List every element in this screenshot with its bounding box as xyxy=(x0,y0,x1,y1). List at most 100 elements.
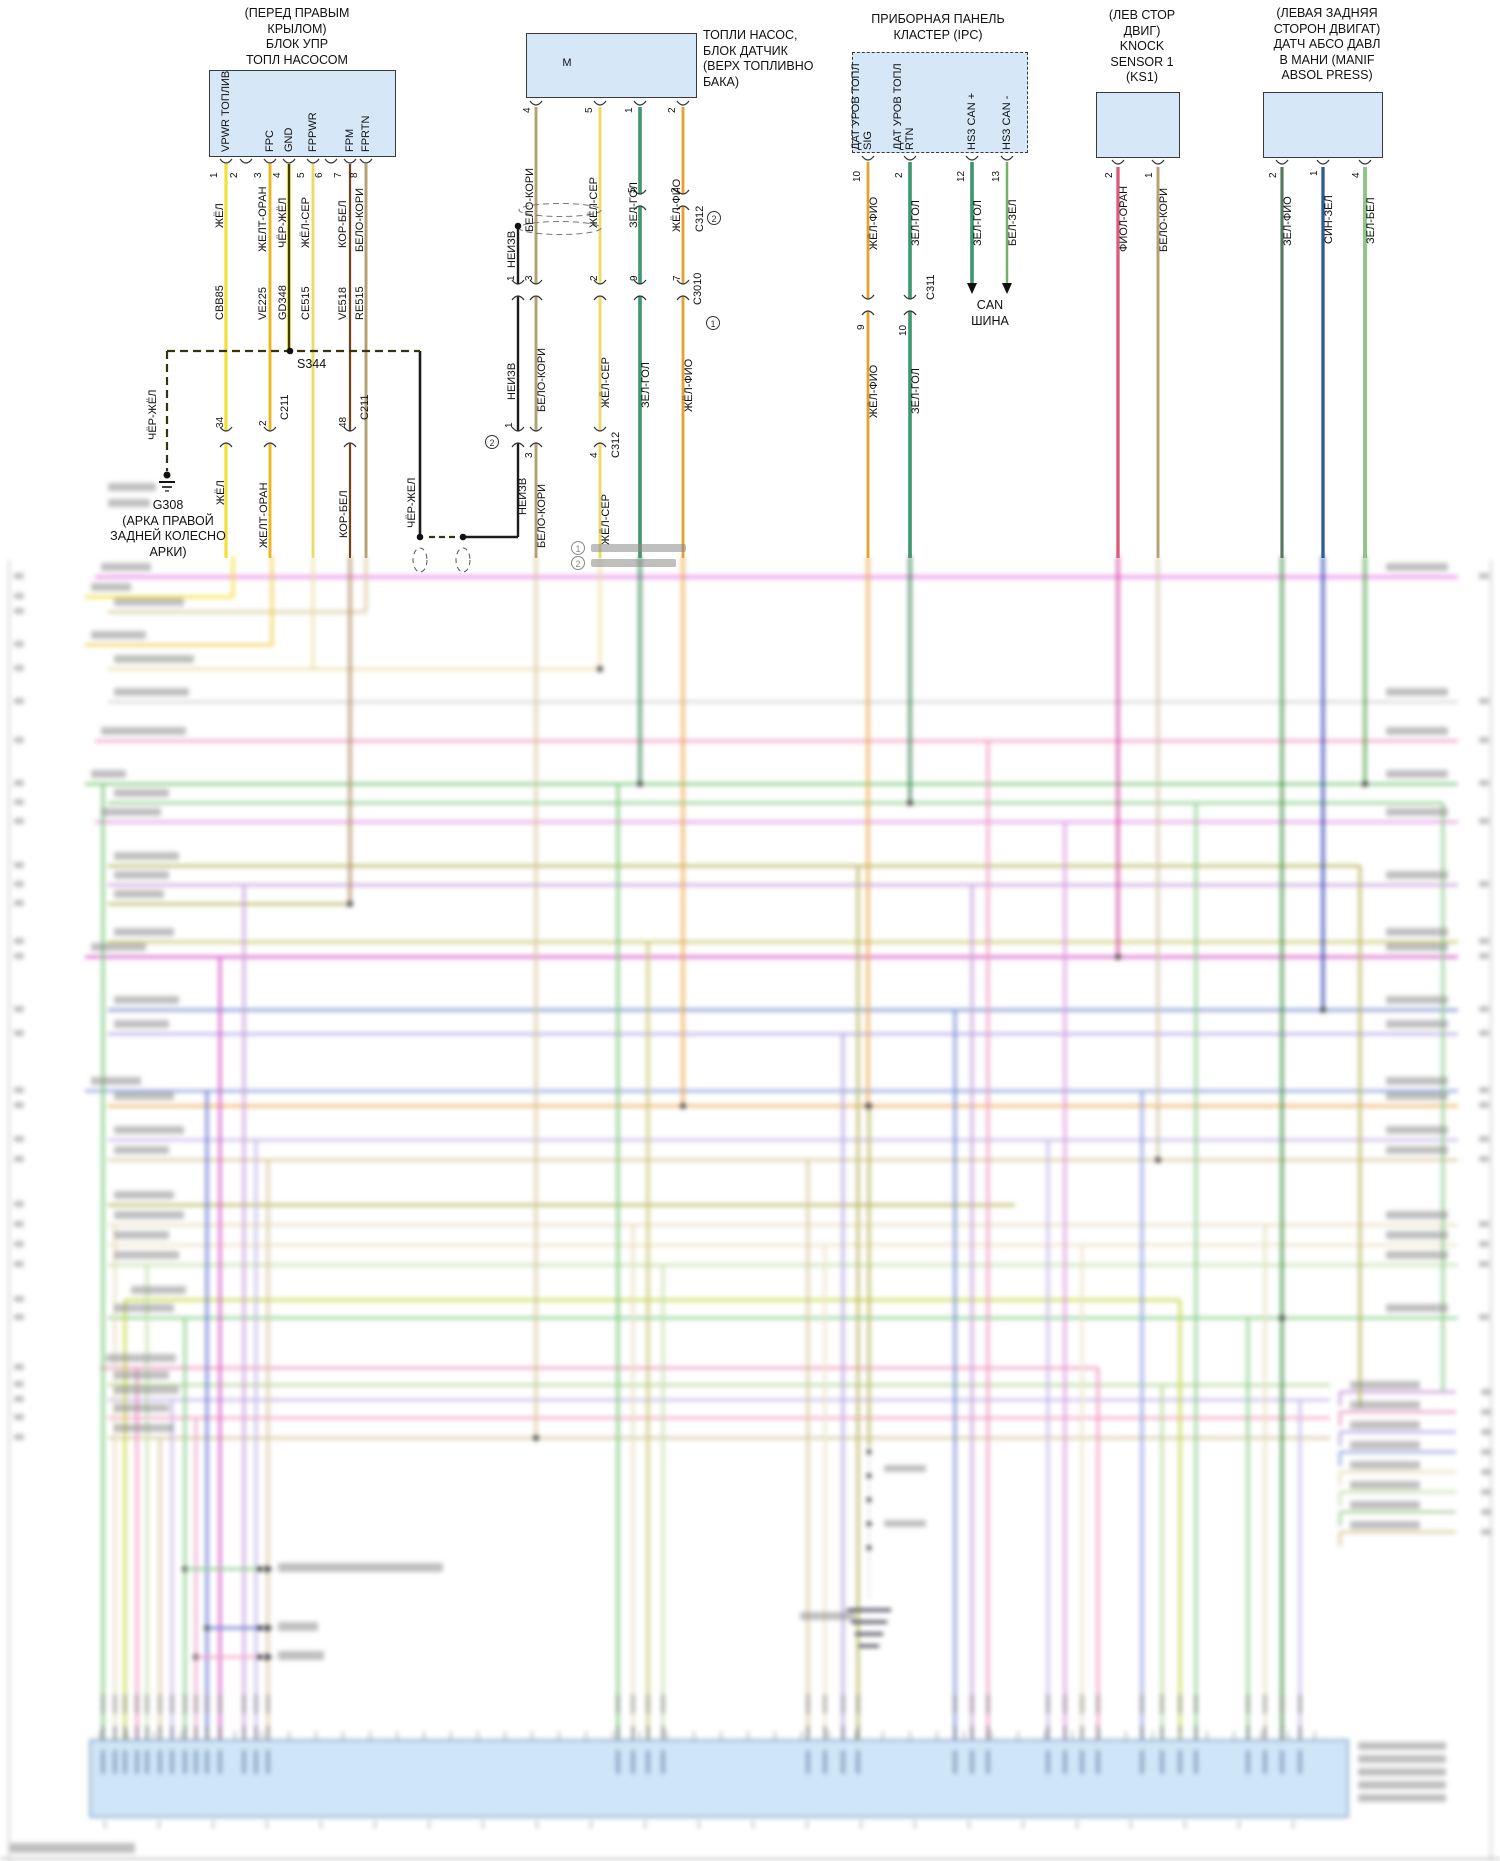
wire-label: ЗЕЛ-БЕЛ xyxy=(1365,197,1377,244)
pcm-pin-label-blob xyxy=(254,1750,258,1774)
row-number-blob xyxy=(1479,1087,1489,1093)
row-number-blob xyxy=(14,573,24,579)
connector-break xyxy=(529,295,543,301)
pcm-pin-label-blob xyxy=(1263,1750,1267,1774)
pin-number-blob xyxy=(856,1694,860,1714)
wire-name-blob xyxy=(1350,1401,1420,1409)
pcm-pin-label-blob xyxy=(1160,1750,1164,1774)
connector-gap xyxy=(632,194,648,206)
pin-number-blob xyxy=(242,1694,246,1714)
pin-number-blob xyxy=(135,1694,139,1714)
pin-number-blob xyxy=(254,1694,258,1714)
connector-break xyxy=(593,295,607,301)
pin-cup xyxy=(529,100,543,106)
ref-dot xyxy=(257,1566,263,1572)
wire-name-blob xyxy=(1350,1381,1420,1389)
pcm-pin-label-blob xyxy=(1298,1750,1302,1774)
row-number-blob xyxy=(14,1314,24,1320)
row-number-blob xyxy=(14,1087,24,1093)
connector-break xyxy=(633,189,647,195)
connector-break xyxy=(676,279,690,285)
reference-arrow xyxy=(265,1624,273,1632)
splice-dot xyxy=(1279,1315,1285,1321)
row-number-blob xyxy=(1479,953,1489,959)
splice-dot xyxy=(533,1435,539,1441)
circled-note-marker: 2 xyxy=(707,211,721,225)
ipc-title: ПРИБОРНАЯ ПАНЕЛЬ КЛАСТЕР (IPC) xyxy=(871,12,1005,42)
row-number-blob xyxy=(14,862,24,868)
wire-name-blob xyxy=(114,928,174,936)
wire-name-blob xyxy=(1386,1077,1448,1085)
pin-number-blob xyxy=(218,1694,222,1714)
wire-name-blob xyxy=(91,943,146,951)
pcm-pin-label-blob xyxy=(806,1750,810,1774)
connector-break xyxy=(511,426,525,432)
wire-label: 34 xyxy=(215,416,226,428)
wire-label: RE515 xyxy=(354,286,366,320)
connector-break xyxy=(676,205,690,211)
wire-label: ДАТ УРОВ ТОПЛ RTN xyxy=(892,63,916,150)
pin-number-blob xyxy=(646,1694,650,1714)
bar-bottom-tick xyxy=(968,1820,970,1829)
wire-label: C312 xyxy=(610,431,622,458)
connector-break xyxy=(593,426,607,432)
connector-gap xyxy=(528,431,544,443)
pcm-pin-label-blob xyxy=(856,1750,860,1774)
connector-gap xyxy=(510,284,526,296)
connector-break xyxy=(529,279,543,285)
ground-junction xyxy=(163,471,171,479)
row-number-blob xyxy=(1479,938,1489,944)
wire-label: 2 xyxy=(1268,172,1279,178)
wire-label: 3 xyxy=(524,275,535,281)
wire-label: C3010 xyxy=(692,272,704,305)
pcm-pin-label-blob xyxy=(986,1750,990,1774)
pin-cup xyxy=(263,158,277,164)
pcm-pin-label-blob xyxy=(970,1750,974,1774)
wire-label: VE518 xyxy=(337,286,349,320)
wire-label: 4 xyxy=(272,172,283,178)
pin-number-blob xyxy=(123,1694,127,1714)
connector-break xyxy=(593,442,607,448)
row-number-blob xyxy=(1481,1429,1491,1435)
pcm-pin-label-blob xyxy=(953,1750,957,1774)
wire-name-blob xyxy=(114,1386,179,1394)
pcm-pin-label-blob xyxy=(1246,1750,1250,1774)
wire-name-blob xyxy=(114,871,169,879)
pcm-pin-label-blob xyxy=(1063,1750,1067,1774)
row-number-blob xyxy=(1481,1509,1491,1515)
wire-label: 2 xyxy=(229,172,240,178)
wire-name-blob xyxy=(1386,928,1448,936)
wire-name-blob xyxy=(1350,1461,1420,1469)
wire-label: CE515 xyxy=(300,286,312,320)
bar-bottom-tick xyxy=(482,1820,484,1829)
wire-name-blob xyxy=(114,1146,169,1154)
wire-label: 2 xyxy=(258,420,269,426)
row-number-blob xyxy=(14,737,24,743)
splice-dot xyxy=(347,901,353,907)
wire-label: C211 xyxy=(279,394,291,420)
row-number-blob xyxy=(1481,1489,1491,1495)
row-number-blob xyxy=(14,698,24,704)
connector-break xyxy=(633,295,647,301)
wire-name-blob xyxy=(1386,1126,1448,1134)
wire-name-blob xyxy=(91,770,126,778)
pcm-pin-label-blob xyxy=(158,1750,162,1774)
wire-label: 7 xyxy=(333,172,344,178)
pin-number-blob xyxy=(841,1694,845,1714)
wire-label: C211 xyxy=(359,394,371,420)
pin-cup xyxy=(239,158,253,164)
row-number-blob xyxy=(14,608,24,614)
wire-label: ЧЁР-ЖЁЛ xyxy=(277,197,289,248)
bar-bottom-tick xyxy=(1076,1820,1078,1829)
pin-number-blob xyxy=(970,1694,974,1714)
row-number-blob xyxy=(14,953,24,959)
splice-dot xyxy=(416,533,424,541)
wire-label: 8 xyxy=(349,172,360,178)
pin-cup xyxy=(1316,159,1330,165)
wire-label: 12 xyxy=(956,170,967,182)
pin-cup xyxy=(593,100,607,106)
wire-name-blob xyxy=(1386,563,1448,571)
bar-bottom-tick xyxy=(1022,1820,1024,1829)
connector-break xyxy=(343,426,357,432)
